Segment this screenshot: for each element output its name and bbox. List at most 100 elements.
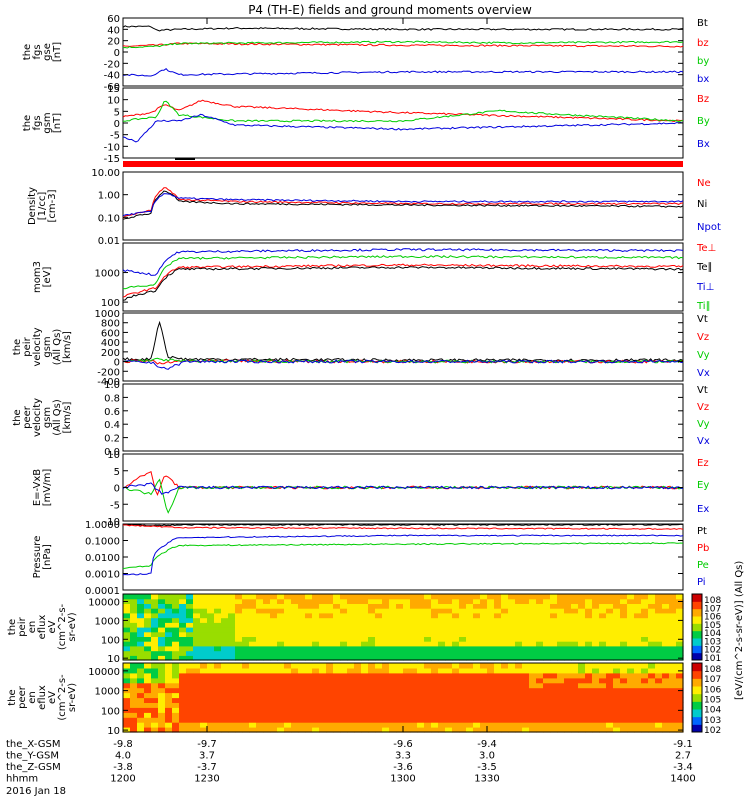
heatmap-cell [214, 717, 222, 723]
heatmap-cell [494, 608, 502, 614]
heatmap-cell [158, 631, 166, 637]
legend-entry: Ez [697, 458, 709, 469]
heatmap-cell [326, 722, 334, 728]
heatmap-cell [291, 707, 299, 713]
heatmap-cell [172, 645, 180, 652]
heatmap-cell [123, 663, 131, 669]
heatmap-cell [438, 594, 446, 600]
heatmap-cell [522, 627, 530, 633]
heatmap-cell [144, 655, 152, 661]
heatmap-cell [396, 692, 404, 699]
series-line-Ti⊥ [122, 248, 684, 276]
heatmap-cell [431, 598, 439, 604]
heatmap-cell [137, 622, 145, 628]
heatmap-cell [669, 717, 677, 723]
heatmap-cell [207, 667, 215, 674]
heatmap-cell [326, 603, 334, 609]
heatmap-cell [375, 598, 383, 604]
heatmap-cell [270, 697, 278, 703]
colorbar-segment [692, 623, 702, 632]
heatmap-cell [557, 650, 565, 656]
heatmap-cell [508, 641, 516, 647]
heatmap-cell [606, 697, 614, 703]
heatmap-cell [242, 631, 250, 637]
heatmap-cell [186, 655, 194, 661]
heatmap-cell [158, 612, 166, 619]
heatmap-cell [452, 650, 460, 656]
heatmap-cell [445, 697, 453, 703]
heatmap-cell [361, 677, 369, 684]
x-axis-value: 1400 [670, 774, 695, 785]
heatmap-cell [305, 655, 313, 661]
heatmap-cell [165, 667, 173, 674]
heatmap-cell [270, 650, 278, 656]
heatmap-cell [648, 667, 656, 674]
heatmap-cell [557, 627, 565, 633]
heatmap-cell [214, 636, 222, 642]
heatmap-cell [256, 727, 264, 733]
heatmap-cell [368, 717, 376, 723]
heatmap-cell [522, 594, 530, 600]
heatmap-cell [599, 727, 607, 733]
heatmap-cell [403, 594, 411, 600]
heatmap-cell [543, 636, 551, 642]
legend-entry: Pb [697, 543, 709, 554]
heatmap-cell [473, 603, 481, 609]
heatmap-cell [445, 608, 453, 614]
heatmap-cell [375, 717, 383, 723]
heatmap-cell [410, 612, 418, 619]
heatmap-cell [655, 672, 663, 679]
heatmap-cell [648, 612, 656, 619]
heatmap-cell [480, 612, 488, 619]
heatmap-cell [375, 641, 383, 647]
heatmap-cell [613, 594, 621, 600]
heatmap-cell [396, 617, 404, 623]
y-tick-label: 0.0001 [85, 586, 120, 597]
heatmap-cell [235, 645, 243, 652]
heatmap-cell [277, 598, 285, 604]
y-axis-label-line: [1/cc] [37, 192, 48, 221]
y-tick-label: 1.0000 [85, 520, 120, 531]
heatmap-cell [452, 712, 460, 718]
heatmap-cell [291, 727, 299, 733]
heatmap-cell [298, 655, 306, 661]
heatmap-cell [298, 645, 306, 652]
heatmap-cell [382, 677, 390, 684]
heatmap-cell [578, 727, 586, 733]
heatmap-cell [466, 702, 474, 708]
heatmap-cell [256, 672, 264, 679]
heatmap-cell [641, 727, 649, 733]
heatmap-cell [256, 717, 264, 723]
heatmap-cell [186, 727, 194, 733]
heatmap-cell [130, 682, 138, 689]
y-tick-label: -40 [104, 71, 120, 82]
heatmap-cell [214, 650, 222, 656]
heatmap-cell [137, 727, 145, 733]
heatmap-cell [557, 655, 565, 661]
heatmap-cell [508, 692, 516, 699]
heatmap-cell [228, 692, 236, 699]
heatmap-cell [235, 667, 243, 674]
heatmap-cell [641, 641, 649, 647]
heatmap-cell [557, 682, 565, 689]
heatmap-cell [613, 663, 621, 669]
heatmap-cell [354, 650, 362, 656]
heatmap-cell [403, 598, 411, 604]
heatmap-cell [347, 682, 355, 689]
heatmap-cell [627, 717, 635, 723]
heatmap-cell [368, 603, 376, 609]
heatmap-cell [529, 627, 537, 633]
heatmap-cell [655, 594, 663, 600]
heatmap-cell [536, 727, 544, 733]
heatmap-cell [249, 608, 257, 614]
heatmap-cell [417, 712, 425, 718]
heatmap-cell [284, 663, 292, 669]
heatmap-cell [634, 663, 642, 669]
heatmap-cell [564, 707, 572, 713]
heatmap-cell [207, 636, 215, 642]
heatmap-cell [508, 631, 516, 637]
heatmap-cell [487, 667, 495, 674]
heatmap-cell [123, 697, 131, 703]
x-axis-value: 3.0 [479, 751, 495, 762]
heatmap-cell [522, 687, 530, 694]
